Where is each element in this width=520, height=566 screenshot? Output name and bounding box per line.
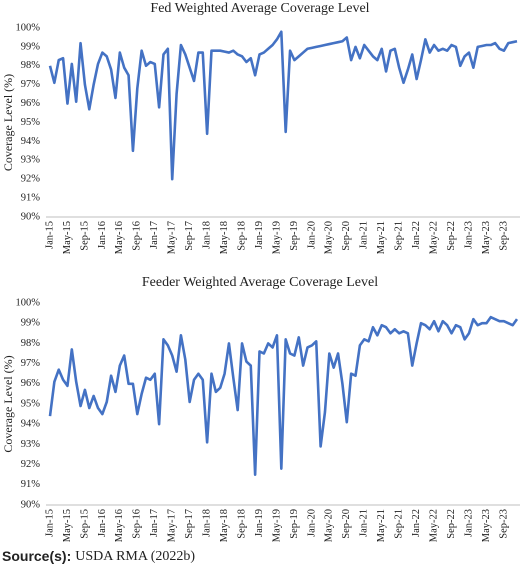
y-tick-label: 98% <box>21 338 41 349</box>
source: Source(s): USDA RMA (2022b) <box>2 548 195 565</box>
x-tick-label: May-21 <box>376 509 387 542</box>
x-tick-label: Sep-23 <box>498 509 509 539</box>
x-tick-label: Sep-22 <box>446 221 457 251</box>
x-tick-label: Jan-20 <box>306 221 317 249</box>
x-tick-label: Sep-18 <box>236 221 247 251</box>
x-tick-label: May-23 <box>481 221 492 254</box>
x-tick-label: May-15 <box>62 221 73 254</box>
y-tick-label: 99% <box>21 318 41 329</box>
x-tick-label: Sep-19 <box>289 221 300 251</box>
x-tick-label: Jan-15 <box>44 221 55 249</box>
x-tick-label: Sep-18 <box>236 509 247 539</box>
y-tick-label: 91% <box>21 193 41 204</box>
x-tick-label: May-23 <box>481 509 492 542</box>
x-tick-label: Jan-22 <box>411 509 422 537</box>
y-tick-label: 92% <box>21 459 41 470</box>
y-axis-label: Coverage Level (%) <box>1 355 15 452</box>
y-tick-label: 90% <box>21 499 41 510</box>
line-series <box>48 30 518 181</box>
x-tick-label: May-20 <box>324 509 335 542</box>
y-tick-label: 91% <box>21 479 41 490</box>
x-tick-label: Jan-18 <box>202 509 213 537</box>
x-tick-label: Sep-16 <box>132 221 143 251</box>
x-tick-label: Jan-19 <box>254 509 265 537</box>
chart-title: Fed Weighted Average Coverage Level <box>150 1 369 16</box>
x-tick-label: Sep-20 <box>341 221 352 251</box>
x-tick-label: Sep-20 <box>341 509 352 539</box>
y-tick-label: 94% <box>21 136 41 147</box>
x-tick-label: Sep-23 <box>498 221 509 251</box>
x-tick-label: May-22 <box>428 509 439 542</box>
y-tick-label: 95% <box>21 117 41 128</box>
x-tick-label: May-16 <box>114 509 125 542</box>
x-tick-label: May-19 <box>271 509 282 542</box>
x-tick-label: May-20 <box>324 221 335 254</box>
y-tick-label: 97% <box>21 358 41 369</box>
x-tick-label: Sep-17 <box>184 221 195 251</box>
x-tick-label: May-21 <box>376 221 387 254</box>
y-axis-label: Coverage Level (%) <box>1 74 15 171</box>
x-tick-label: Sep-16 <box>132 509 143 539</box>
x-tick-label: Jan-18 <box>202 221 213 249</box>
x-tick-label: Jan-16 <box>97 221 108 249</box>
x-tick-label: Sep-19 <box>289 509 300 539</box>
x-tick-label: Jan-17 <box>149 509 160 537</box>
x-tick-label: Jan-21 <box>359 509 370 537</box>
y-tick-label: 94% <box>21 419 41 430</box>
x-tick-label: Jan-21 <box>359 221 370 249</box>
y-tick-label: 100% <box>16 22 41 33</box>
line-series <box>48 315 519 476</box>
y-tick-label: 96% <box>21 98 41 109</box>
y-tick-label: 95% <box>21 398 41 409</box>
chart-title: Feeder Weighted Average Coverage Level <box>142 275 378 290</box>
x-tick-label: Sep-17 <box>184 509 195 539</box>
source-text: USDA RMA (2022b) <box>75 549 195 564</box>
y-tick-label: 92% <box>21 174 41 185</box>
source-label: Source(s): <box>2 548 71 564</box>
x-tick-label: Jan-17 <box>149 221 160 249</box>
x-tick-label: Jan-16 <box>97 509 108 537</box>
x-tick-label: Sep-21 <box>394 221 405 251</box>
x-tick-label: Jan-23 <box>463 221 474 249</box>
x-tick-label: Sep-21 <box>394 509 405 539</box>
x-tick-label: May-22 <box>428 221 439 254</box>
x-tick-label: May-17 <box>167 509 178 542</box>
y-tick-label: 96% <box>21 378 41 389</box>
x-tick-label: Jan-20 <box>306 509 317 537</box>
y-tick-label: 100% <box>16 297 41 308</box>
y-tick-label: 98% <box>21 60 41 71</box>
x-tick-label: Jan-19 <box>254 221 265 249</box>
x-tick-label: May-16 <box>114 221 125 254</box>
x-tick-label: May-18 <box>219 221 230 254</box>
x-tick-label: Sep-15 <box>79 509 90 539</box>
x-tick-label: May-18 <box>219 509 230 542</box>
x-tick-label: May-17 <box>167 221 178 254</box>
y-tick-label: 99% <box>21 41 41 52</box>
y-tick-label: 97% <box>21 79 41 90</box>
x-tick-label: Jan-22 <box>411 221 422 249</box>
y-tick-label: 90% <box>21 211 41 222</box>
x-tick-label: May-15 <box>62 509 73 542</box>
y-tick-label: 93% <box>21 155 41 166</box>
x-tick-label: Sep-15 <box>79 221 90 251</box>
x-tick-label: Jan-23 <box>463 509 474 537</box>
y-tick-label: 93% <box>21 439 41 450</box>
x-tick-label: Sep-22 <box>446 509 457 539</box>
x-tick-label: Jan-15 <box>44 509 55 537</box>
x-tick-label: May-19 <box>271 221 282 254</box>
